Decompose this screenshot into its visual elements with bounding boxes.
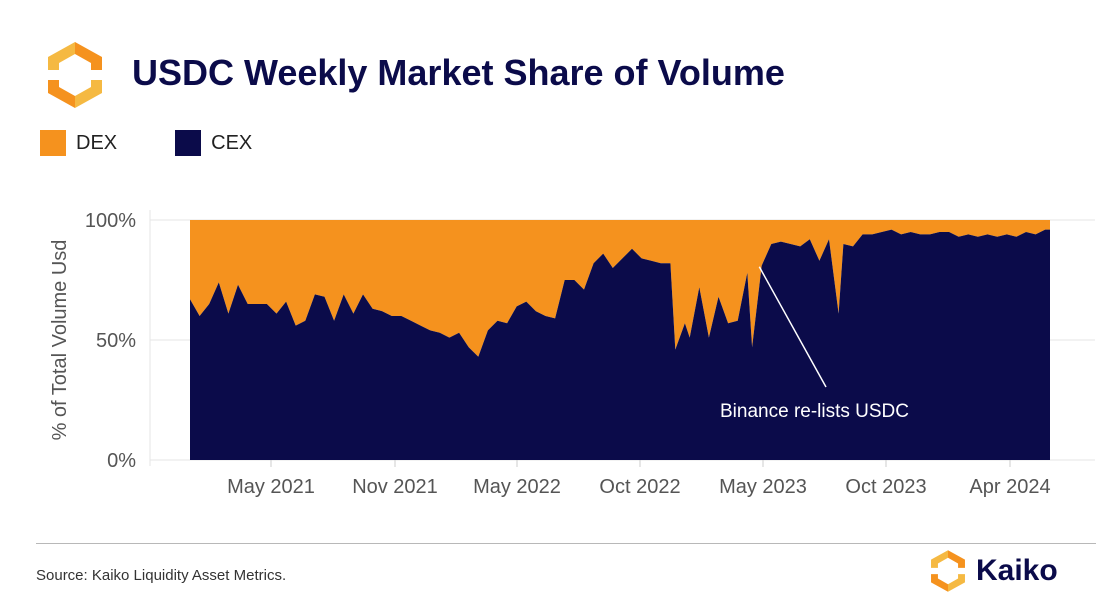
cex-area [190, 229, 1050, 460]
chart-legend: DEX CEX [40, 130, 310, 156]
y-axis-label: % of Total Volume Usd [49, 240, 71, 441]
source-note: Source: Kaiko Liquidity Asset Metrics. [36, 567, 287, 584]
page-title: USDC Weekly Market Share of Volume [132, 52, 785, 93]
x-tick-label: Oct 2022 [599, 476, 680, 498]
annotation-line [758, 266, 827, 388]
legend-label-dex: DEX [76, 131, 118, 154]
legend-swatch-cex [175, 130, 202, 156]
x-tick-label: May 2023 [719, 476, 807, 498]
header [40, 40, 110, 110]
y-tick-label: 100% [85, 210, 136, 232]
brand-name: Kaiko [976, 554, 1058, 587]
chart-annotation: Binance re-lists USDC [720, 266, 909, 422]
legend-item-cex: CEX [175, 130, 252, 156]
footer-brand: Kaiko [926, 549, 1058, 593]
x-tick-label: May 2021 [227, 476, 315, 498]
legend-item-dex: DEX [40, 130, 117, 156]
kaiko-logo-small-icon [931, 550, 965, 592]
x-tick-label: Oct 2023 [845, 476, 926, 498]
chart-axes: 0% 50% 100% % of Total Volume Usd May 2021 No… [49, 210, 1051, 498]
kaiko-logo-icon [48, 42, 102, 108]
y-tick-label: 50% [96, 330, 136, 352]
x-tick-label: Apr 2024 [969, 476, 1050, 498]
legend-swatch-dex [40, 130, 66, 156]
x-tick-label: May 2022 [473, 476, 561, 498]
legend-label-cex: CEX [211, 131, 253, 154]
dex-area [190, 220, 1050, 357]
annotation-label: Binance re-lists USDC [720, 401, 909, 422]
y-tick-label: 0% [107, 450, 136, 472]
footer-divider [36, 543, 1096, 544]
x-tick-label: Nov 2021 [352, 476, 438, 498]
chart-areas [190, 220, 1050, 460]
